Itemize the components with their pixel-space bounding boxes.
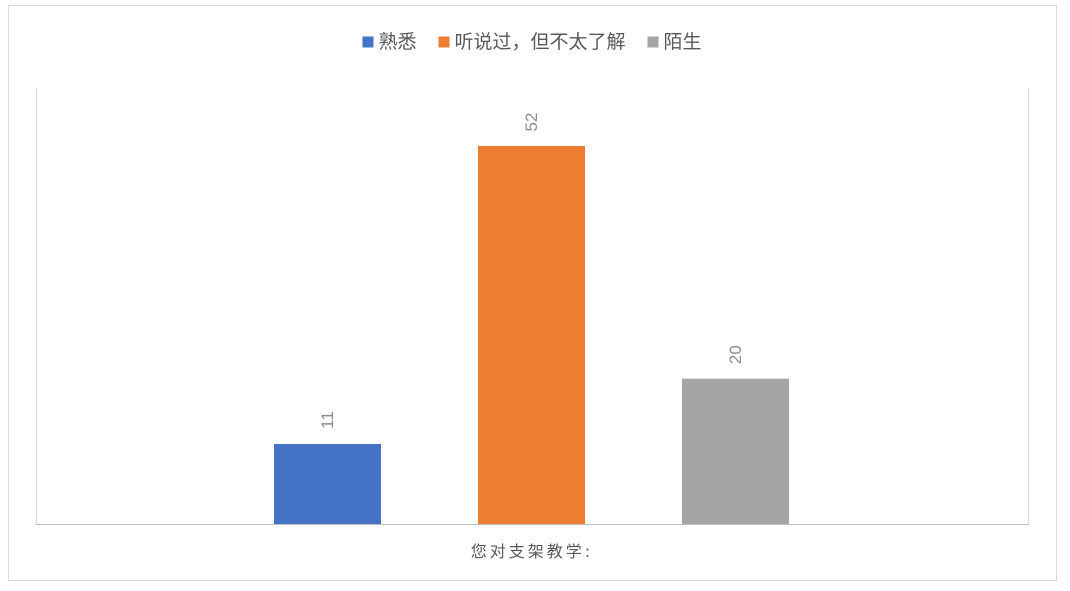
legend-label-1: 熟悉 [378,31,416,53]
legend-marker-1 [362,36,374,48]
legend-label-2: 听说过，但不太了解 [454,31,625,53]
data-label-3: 20 [726,345,745,364]
legend-item-3: 陌生 [647,31,702,53]
plot-area: 11 52 20 [36,88,1029,525]
legend: 熟悉 听说过，但不太了解 陌生 [362,31,702,53]
bar-1 [274,444,381,524]
legend-marker-3 [647,36,659,48]
bar-3 [682,378,789,524]
x-axis-title: 您对支架教学: [471,542,593,561]
data-label-2: 52 [522,113,541,132]
data-label-1: 11 [318,411,337,429]
legend-item-1: 熟悉 [362,31,416,53]
bar-2 [478,146,585,524]
data-labels-group: 11 52 20 [318,113,745,429]
bars-group [274,146,789,524]
legend-marker-2 [438,36,450,48]
legend-label-3: 陌生 [664,31,702,53]
legend-item-2: 听说过，但不太了解 [438,31,626,53]
